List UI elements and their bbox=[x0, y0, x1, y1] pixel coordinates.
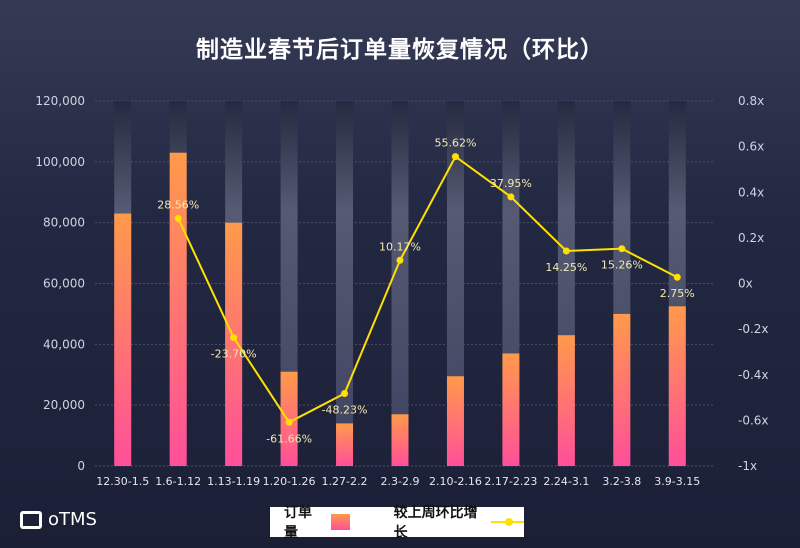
growth-point bbox=[507, 193, 515, 201]
left-tick-label: 100,000 bbox=[35, 155, 85, 169]
bar bbox=[557, 335, 575, 466]
x-tick-label: 12.30-1.5 bbox=[96, 475, 149, 488]
bar bbox=[114, 213, 132, 466]
right-tick-label: 0.4x bbox=[738, 185, 764, 199]
growth-point bbox=[230, 334, 238, 342]
right-tick-label: 0.2x bbox=[738, 231, 764, 245]
bar-background bbox=[446, 101, 464, 466]
bar bbox=[225, 222, 243, 466]
growth-point bbox=[396, 256, 404, 264]
right-tick-label: 0x bbox=[738, 277, 753, 291]
legend-line-swatch bbox=[490, 518, 524, 526]
x-tick-label: 2.17-2.23 bbox=[484, 475, 537, 488]
growth-point bbox=[174, 214, 182, 222]
left-tick-label: 40,000 bbox=[43, 337, 85, 351]
growth-label: 37.95% bbox=[490, 177, 532, 190]
growth-label: 55.62% bbox=[434, 137, 476, 150]
growth-point bbox=[451, 153, 459, 161]
growth-label: 28.56% bbox=[157, 198, 199, 211]
growth-label: 15.26% bbox=[601, 259, 643, 272]
x-tick-label: 1.6-1.12 bbox=[155, 475, 201, 488]
x-tick-label: 1.20-1.26 bbox=[263, 475, 316, 488]
bar-background bbox=[336, 101, 354, 466]
growth-label: 14.25% bbox=[545, 261, 587, 274]
right-tick-label: -0.2x bbox=[738, 322, 769, 336]
bar bbox=[169, 152, 187, 467]
left-tick-label: 0 bbox=[77, 459, 85, 473]
growth-point bbox=[341, 390, 349, 398]
growth-point bbox=[673, 273, 681, 281]
x-tick-label: 2.24-3.1 bbox=[543, 475, 589, 488]
right-tick-label: -1x bbox=[738, 459, 757, 473]
bar bbox=[668, 306, 686, 466]
left-tick-label: 80,000 bbox=[43, 216, 85, 230]
x-tick-label: 2.3-2.9 bbox=[381, 475, 420, 488]
logo-icon bbox=[20, 510, 42, 529]
left-tick-label: 60,000 bbox=[43, 277, 85, 291]
x-tick-label: 3.2-3.8 bbox=[602, 475, 641, 488]
right-tick-label: -0.6x bbox=[738, 413, 769, 427]
legend: 订单量 较上周环比增长 bbox=[270, 505, 524, 541]
bar bbox=[502, 353, 520, 466]
legend-bar-swatch bbox=[331, 514, 350, 530]
x-tick-label: 3.9-3.15 bbox=[654, 475, 700, 488]
logo: oTMS bbox=[20, 509, 97, 530]
logo-text: oTMS bbox=[48, 509, 97, 530]
growth-point bbox=[618, 245, 626, 253]
growth-label: 10.17% bbox=[379, 240, 421, 253]
left-tick-label: 20,000 bbox=[43, 398, 85, 412]
growth-point bbox=[562, 247, 570, 255]
growth-label: -48.23% bbox=[322, 404, 368, 417]
growth-point bbox=[285, 418, 293, 426]
legend-line-label: 较上周环比增长 bbox=[393, 505, 478, 541]
left-tick-label: 120,000 bbox=[35, 94, 85, 108]
bar bbox=[391, 414, 409, 466]
right-tick-label: -0.4x bbox=[738, 368, 769, 382]
x-tick-label: 1.27-2.2 bbox=[322, 475, 368, 488]
growth-label: -61.66% bbox=[266, 432, 312, 445]
growth-label: 2.75% bbox=[660, 287, 695, 300]
bar bbox=[613, 313, 631, 466]
x-tick-label: 1.13-1.19 bbox=[207, 475, 260, 488]
growth-label: -23.70% bbox=[211, 348, 257, 361]
bar bbox=[446, 376, 464, 466]
right-tick-label: 0.6x bbox=[738, 140, 764, 154]
growth-line bbox=[177, 155, 678, 424]
legend-bar-label: 订单量 bbox=[284, 505, 312, 541]
bar bbox=[336, 423, 354, 466]
x-tick-label: 2.10-2.16 bbox=[429, 475, 482, 488]
right-tick-label: 0.8x bbox=[738, 94, 764, 108]
chart-title: 制造业春节后订单量恢复情况（环比） bbox=[196, 37, 604, 63]
bar-background bbox=[391, 101, 409, 466]
